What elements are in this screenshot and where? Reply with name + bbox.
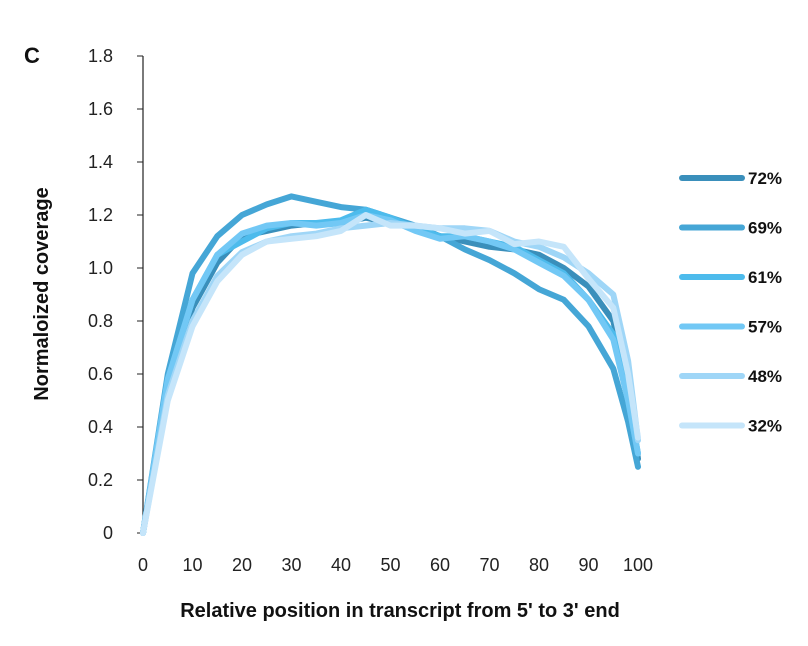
y-tick-label: 0 (103, 523, 113, 543)
legend-label: 61% (748, 268, 782, 287)
legend-label: 57% (748, 318, 782, 337)
y-tick-label: 1.2 (88, 205, 113, 225)
y-tick-label: 1.8 (88, 46, 113, 66)
x-axis-label: Relative position in transcript from 5' … (180, 600, 620, 622)
y-tick-label: 0.8 (88, 311, 113, 331)
x-tick-label: 80 (529, 555, 549, 575)
x-tick-label: 60 (430, 555, 450, 575)
y-axis-label: Normaloized coverage (31, 187, 53, 400)
x-tick-label: 40 (331, 555, 351, 575)
x-tick-label: 100 (623, 555, 653, 575)
x-tick-label: 70 (479, 555, 499, 575)
legend-label: 32% (748, 417, 782, 436)
y-tick-label: 1.4 (88, 152, 113, 172)
legend-label: 72% (748, 169, 782, 188)
y-tick-label: 0.6 (88, 364, 113, 384)
legend-label: 69% (748, 219, 782, 238)
y-tick-label: 0.2 (88, 470, 113, 490)
series-line-32pct (140, 212, 641, 536)
y-tick-label: 1.6 (88, 99, 113, 119)
x-tick-label: 20 (232, 555, 252, 575)
x-tick-label: 90 (578, 555, 598, 575)
panel-label: C (24, 43, 40, 68)
x-tick-label: 30 (281, 555, 301, 575)
x-tick-label: 0 (138, 555, 148, 575)
x-tick-label: 10 (182, 555, 202, 575)
y-tick-label: 1.0 (88, 258, 113, 278)
series-line-72pct (140, 214, 641, 536)
y-tick-label: 0.4 (88, 417, 113, 437)
legend-label: 48% (748, 367, 782, 386)
x-tick-label: 50 (380, 555, 400, 575)
